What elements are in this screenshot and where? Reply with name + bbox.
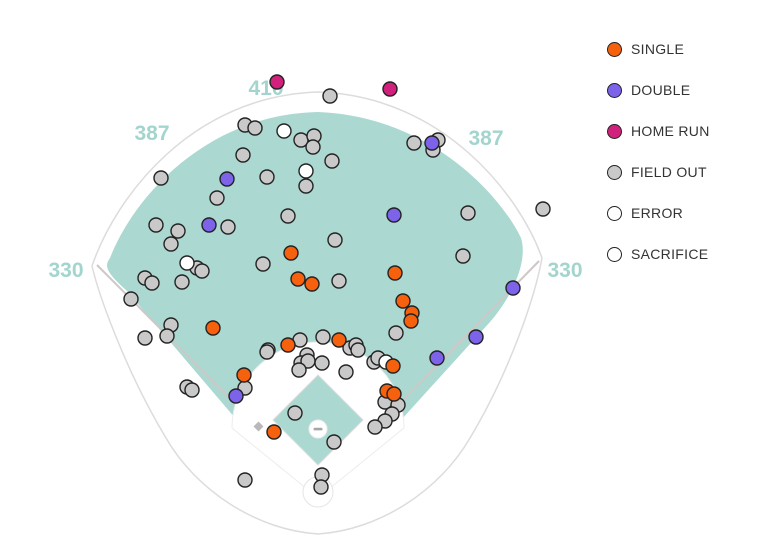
hit-dot-field_out[interactable]	[159, 328, 175, 344]
legend-swatch-home_run	[607, 123, 622, 139]
hit-dot-field_out[interactable]	[247, 120, 263, 136]
hit-dot-field_out[interactable]	[163, 236, 179, 252]
hit-dot-field_out[interactable]	[315, 329, 331, 345]
hit-dot-field_out[interactable]	[406, 135, 422, 151]
hit-dot-double[interactable]	[424, 135, 440, 151]
hit-dot-field_out[interactable]	[235, 147, 251, 163]
hit-dot-home_run[interactable]	[269, 74, 285, 90]
hit-dot-error[interactable]	[298, 163, 314, 179]
hit-dot-double[interactable]	[228, 388, 244, 404]
hit-dot-home_run[interactable]	[382, 81, 398, 97]
legend-swatch-error	[607, 205, 622, 221]
hit-dot-field_out[interactable]	[153, 170, 169, 186]
outfield-grass	[107, 112, 523, 483]
legend-swatch-sacrifice	[607, 246, 622, 262]
hit-dot-error[interactable]	[179, 255, 195, 271]
hit-dot-single[interactable]	[283, 245, 299, 261]
hit-dot-single[interactable]	[387, 265, 403, 281]
hit-dot-field_out[interactable]	[255, 256, 271, 272]
legend-item-double[interactable]: DOUBLE	[607, 82, 710, 98]
hit-dot-single[interactable]	[331, 332, 347, 348]
hit-dot-field_out[interactable]	[305, 139, 321, 155]
hit-dot-single[interactable]	[386, 386, 402, 402]
hit-dot-field_out[interactable]	[350, 342, 366, 358]
distance-label-330: 330	[48, 259, 83, 282]
distance-label-330: 330	[547, 259, 582, 282]
hit-dot-single[interactable]	[395, 293, 411, 309]
hit-dot-double[interactable]	[201, 217, 217, 233]
legend-swatch-single	[607, 41, 622, 57]
hit-dot-field_out[interactable]	[291, 362, 307, 378]
legend-swatch-field_out	[607, 164, 622, 180]
hit-dot-field_out[interactable]	[184, 382, 200, 398]
hit-dot-single[interactable]	[236, 367, 252, 383]
hit-dot-single[interactable]	[280, 337, 296, 353]
hit-dot-single[interactable]	[403, 313, 419, 329]
legend-item-error[interactable]: ERROR	[607, 205, 710, 221]
hit-dot-single[interactable]	[290, 271, 306, 287]
hit-dot-field_out[interactable]	[327, 232, 343, 248]
hit-dot-field_out[interactable]	[298, 178, 314, 194]
hit-dot-field_out[interactable]	[535, 201, 551, 217]
hit-dot-single[interactable]	[266, 424, 282, 440]
hit-dot-field_out[interactable]	[123, 291, 139, 307]
legend-label-sacrifice: SACRIFICE	[631, 246, 709, 262]
mound-rubber	[313, 427, 323, 431]
hit-dot-field_out[interactable]	[388, 325, 404, 341]
legend-item-field_out[interactable]: FIELD OUT	[607, 164, 710, 180]
hit-dot-field_out[interactable]	[259, 344, 275, 360]
legend-label-single: SINGLE	[631, 41, 685, 57]
hit-dot-field_out[interactable]	[259, 169, 275, 185]
hit-dot-field_out[interactable]	[338, 364, 354, 380]
hit-dot-field_out[interactable]	[460, 205, 476, 221]
hit-dot-field_out[interactable]	[287, 405, 303, 421]
legend-item-sacrifice[interactable]: SACRIFICE	[607, 246, 710, 262]
hit-dot-field_out[interactable]	[220, 219, 236, 235]
distance-label-387: 387	[468, 127, 503, 150]
hit-dot-double[interactable]	[429, 350, 445, 366]
legend-swatch-double	[607, 82, 622, 98]
hit-dot-error[interactable]	[276, 123, 292, 139]
hit-dot-single[interactable]	[385, 358, 401, 374]
hit-dot-field_out[interactable]	[144, 275, 160, 291]
hit-dot-field_out[interactable]	[148, 217, 164, 233]
hit-dot-field_out[interactable]	[137, 330, 153, 346]
hit-dot-field_out[interactable]	[455, 248, 471, 264]
legend: SINGLE DOUBLE HOME RUN FIELD OUT ERROR SACRIF…	[607, 41, 710, 262]
hit-dot-double[interactable]	[468, 329, 484, 345]
legend-item-single[interactable]: SINGLE	[607, 41, 710, 57]
hit-dot-single[interactable]	[205, 320, 221, 336]
hit-dot-field_out[interactable]	[170, 223, 186, 239]
hit-dot-field_out[interactable]	[314, 355, 330, 371]
hit-dot-single[interactable]	[304, 276, 320, 292]
distance-label-387: 387	[134, 122, 169, 145]
legend-label-error: ERROR	[631, 205, 684, 221]
hit-dot-field_out[interactable]	[326, 434, 342, 450]
hit-dot-field_out[interactable]	[313, 479, 329, 495]
hit-dot-double[interactable]	[505, 280, 521, 296]
hit-dots-layer	[123, 74, 551, 495]
hit-dot-double[interactable]	[386, 207, 402, 223]
legend-item-home_run[interactable]: HOME RUN	[607, 123, 710, 139]
hit-dot-field_out[interactable]	[209, 190, 225, 206]
hit-dot-field_out[interactable]	[237, 472, 253, 488]
hit-dot-field_out[interactable]	[174, 274, 190, 290]
hit-dot-field_out[interactable]	[194, 263, 210, 279]
legend-label-home_run: HOME RUN	[631, 123, 710, 139]
hit-dot-field_out[interactable]	[324, 153, 340, 169]
hit-dot-field_out[interactable]	[367, 419, 383, 435]
hit-dot-double[interactable]	[219, 171, 235, 187]
hit-dot-field_out[interactable]	[280, 208, 296, 224]
legend-label-double: DOUBLE	[631, 82, 691, 98]
hit-dot-field_out[interactable]	[331, 273, 347, 289]
hit-dot-field_out[interactable]	[322, 88, 338, 104]
legend-label-field_out: FIELD OUT	[631, 164, 707, 180]
